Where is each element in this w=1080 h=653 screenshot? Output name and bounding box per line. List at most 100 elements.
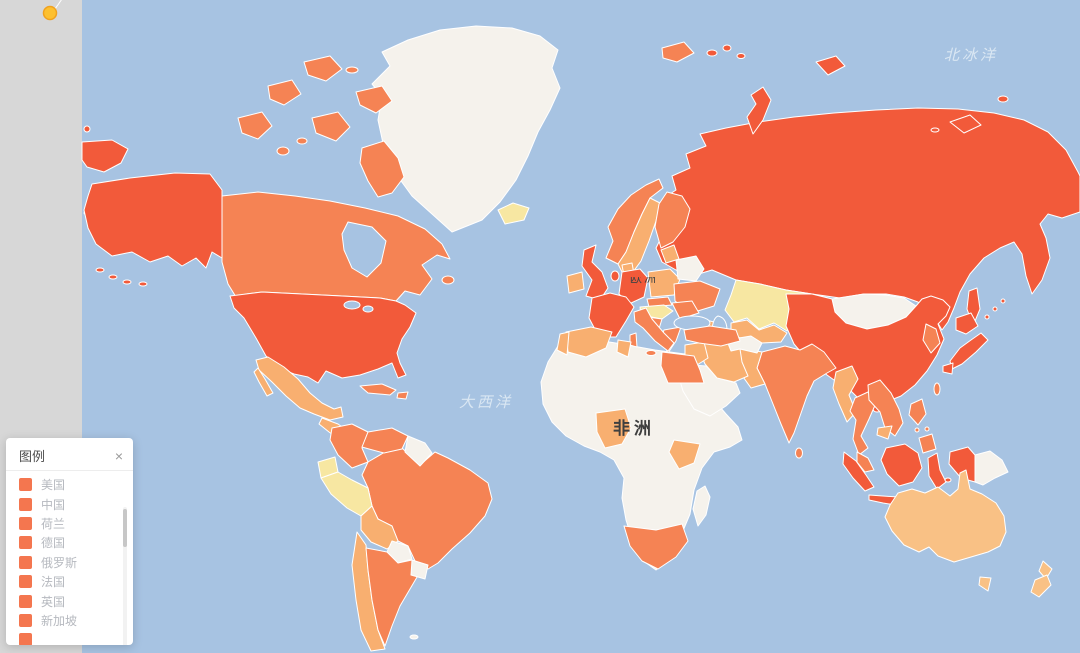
region-franz-josef	[706, 49, 718, 57]
region-cuba[interactable]	[359, 383, 397, 396]
region-mindanao[interactable]	[918, 433, 937, 454]
region-alaska[interactable]	[83, 172, 223, 269]
region-russia-islet	[83, 125, 91, 133]
region-egypt[interactable]	[660, 351, 705, 384]
close-icon[interactable]: ×	[114, 447, 123, 464]
region-luzon[interactable]	[908, 398, 927, 426]
region-canada-arctic-islands	[296, 137, 308, 145]
region-aleutians	[95, 267, 105, 273]
region-canada-arctic-islands[interactable]	[267, 79, 302, 106]
region-kurils	[992, 306, 998, 312]
legend-swatch	[19, 497, 32, 511]
region-papua-new-guinea[interactable]	[974, 450, 1009, 486]
region-new-siberian	[949, 114, 982, 134]
region-venezuela[interactable]	[361, 427, 409, 454]
legend-item-russia[interactable]: 俄罗斯	[6, 553, 133, 572]
region-france[interactable]	[588, 292, 635, 338]
region-guyanas[interactable]	[404, 435, 433, 467]
legend-scrollbar-thumb[interactable]	[123, 509, 127, 547]
legend-item-france[interactable]: 法国	[6, 572, 133, 591]
legend-item-singapore[interactable]: 新加坡	[6, 611, 133, 630]
legend-header: 图例 ×	[6, 438, 133, 470]
region-canada-arctic-islands[interactable]	[303, 55, 343, 82]
region-nigeria[interactable]	[595, 408, 632, 449]
region-south-africa[interactable]	[623, 523, 689, 570]
legend-swatch	[19, 633, 32, 645]
region-kenya[interactable]	[668, 439, 701, 470]
legend-swatch	[19, 536, 32, 550]
region-wrangel	[997, 95, 1009, 103]
region-canada-arctic-islands	[345, 66, 359, 74]
region-aleutians	[138, 281, 148, 287]
region-malaysia[interactable]	[856, 451, 875, 473]
region-sicily	[645, 350, 657, 356]
region-cambodia[interactable]	[876, 425, 893, 440]
legend-swatch	[19, 516, 32, 530]
region-mexico[interactable]	[255, 356, 344, 421]
region-sumatra[interactable]	[842, 451, 875, 492]
region-novaya-zemlya	[746, 86, 772, 135]
region-baja-california	[253, 367, 274, 397]
region-canada-arctic-islands[interactable]	[355, 85, 393, 114]
region-turkey[interactable]	[683, 325, 741, 347]
region-argentina[interactable]	[365, 547, 421, 647]
legend-title: 图例	[19, 449, 46, 464]
region-india[interactable]	[756, 343, 837, 444]
region-ireland[interactable]	[566, 271, 585, 294]
region-aleutians	[122, 279, 132, 285]
region-finland[interactable]	[654, 191, 691, 249]
region-baffin-island[interactable]	[359, 140, 405, 198]
region-new-zealand-south[interactable]	[1030, 574, 1052, 598]
region-korea[interactable]	[922, 323, 941, 354]
region-aleutians	[108, 274, 118, 280]
region-newfoundland	[441, 275, 455, 285]
region-russia-chukotka[interactable]	[81, 139, 129, 173]
pin-marker	[42, 0, 62, 21]
region-spain[interactable]	[565, 326, 613, 358]
great-lakes	[362, 305, 374, 313]
region-italy[interactable]	[633, 307, 675, 352]
region-canada-arctic-islands[interactable]	[237, 111, 273, 140]
legend-swatch	[19, 613, 32, 627]
region-netherlands[interactable]	[610, 270, 620, 282]
region-canada-arctic-islands[interactable]	[311, 111, 351, 142]
legend-item-germany[interactable]: 德国	[6, 533, 133, 552]
legend-item-netherlands[interactable]: 荷兰	[6, 514, 133, 533]
region-borneo[interactable]	[880, 443, 923, 487]
region-colombia[interactable]	[329, 423, 369, 469]
region-uk[interactable]	[581, 244, 609, 301]
region-romania[interactable]	[671, 300, 700, 320]
region-madagascar[interactable]	[692, 485, 711, 527]
region-czechia[interactable]	[646, 296, 673, 308]
legend-swatch	[19, 594, 32, 608]
region-new-siberian	[930, 127, 940, 133]
region-hispaniola[interactable]	[396, 391, 409, 400]
legend-item-usa[interactable]: 美国	[6, 475, 133, 494]
region-australia[interactable]	[884, 469, 1007, 563]
region-franz-josef	[736, 53, 746, 59]
region-vietnam[interactable]	[867, 379, 904, 437]
region-tunisia[interactable]	[616, 339, 632, 358]
region-svalbard	[661, 41, 695, 63]
legend-item-uk[interactable]: 英国	[6, 591, 133, 610]
legend-swatch	[19, 478, 32, 492]
region-belarus[interactable]	[675, 255, 705, 282]
region-philippines-islets	[914, 427, 920, 433]
region-germany[interactable]	[618, 268, 649, 305]
region-bolivia[interactable]	[360, 505, 399, 550]
region-japan-honshu[interactable]	[949, 332, 989, 370]
region-kurils	[984, 314, 990, 320]
region-iceland[interactable]	[497, 202, 530, 225]
legend-divider	[6, 470, 133, 471]
region-sri-lanka[interactable]	[795, 447, 803, 459]
region-uruguay[interactable]	[410, 559, 429, 580]
legend-item-clipped[interactable]	[6, 630, 133, 645]
region-japan-hokkaido[interactable]	[955, 312, 979, 335]
region-japan-kyushu[interactable]	[942, 362, 954, 375]
region-portugal[interactable]	[556, 331, 570, 356]
region-taiwan[interactable]	[933, 382, 941, 396]
region-tasmania	[978, 576, 992, 592]
legend-item-china[interactable]: 中国	[6, 494, 133, 513]
legend-scrollbar[interactable]	[123, 507, 127, 645]
